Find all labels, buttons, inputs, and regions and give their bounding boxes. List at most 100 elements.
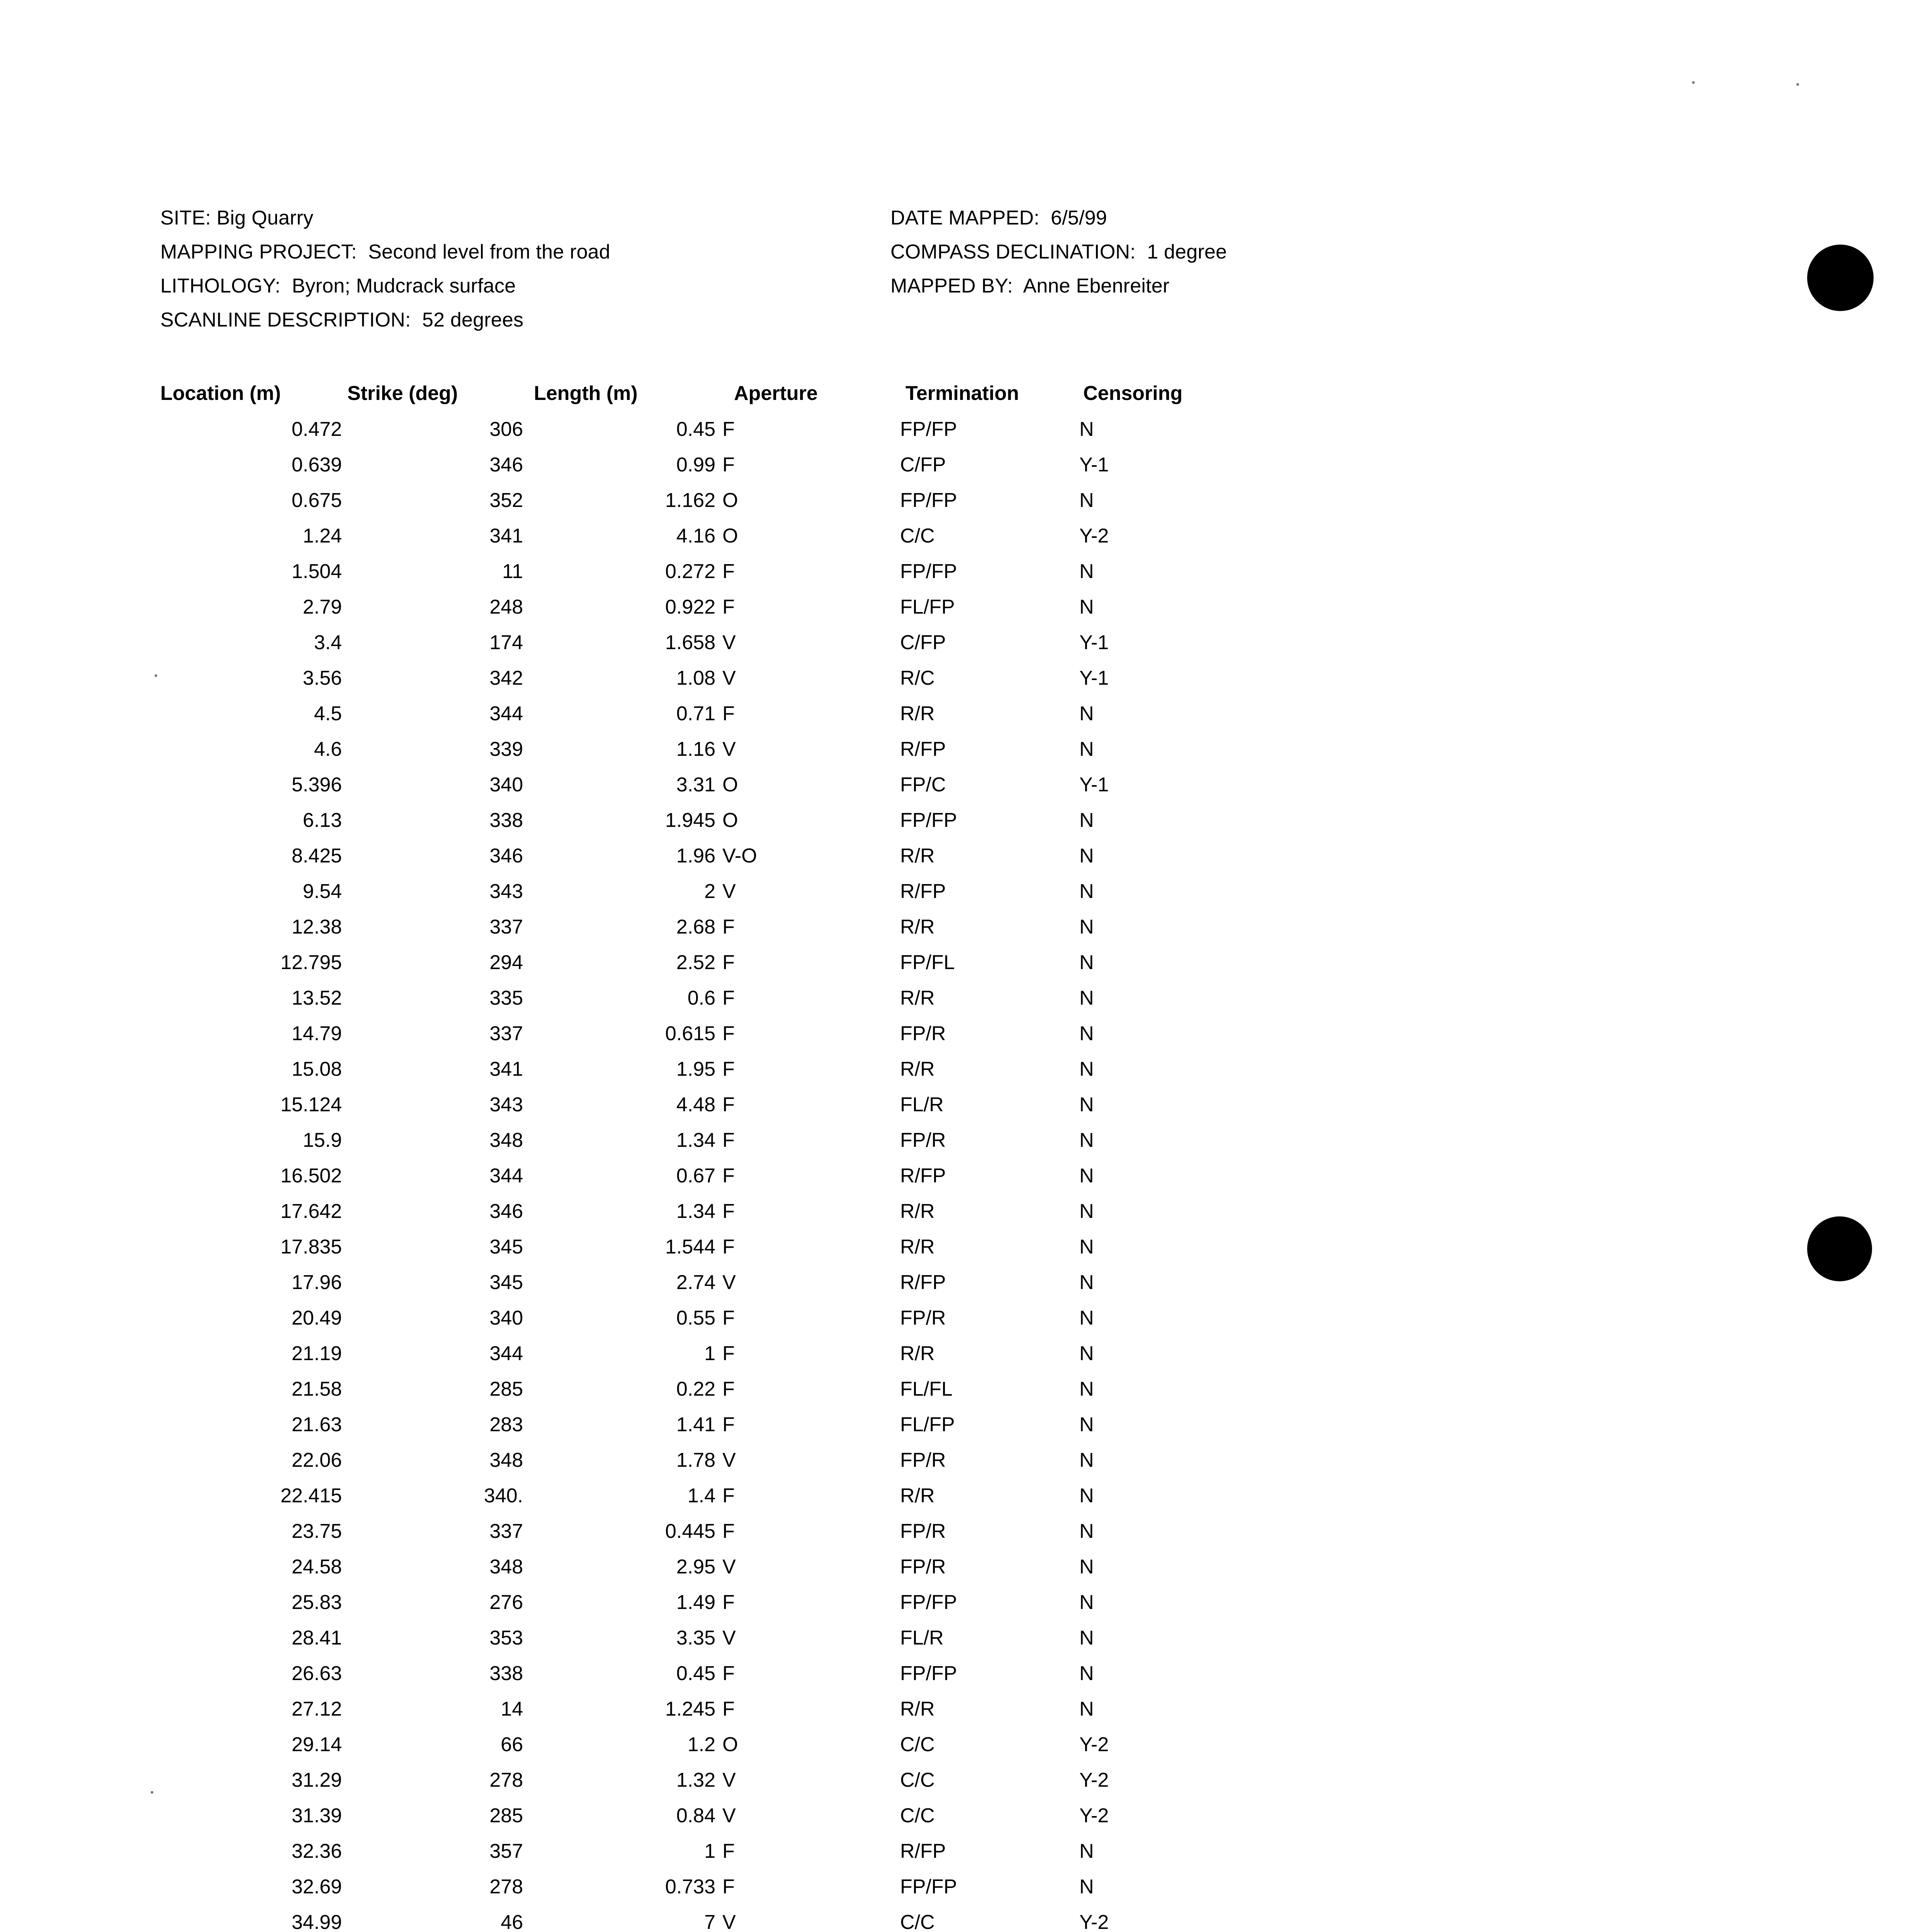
cell-termination: C/C bbox=[900, 1804, 935, 1827]
cell-censoring: N bbox=[1079, 596, 1094, 618]
cell-aperture: V bbox=[722, 667, 736, 689]
cell-aperture: F bbox=[722, 951, 735, 974]
cell-strike: 345 bbox=[489, 1271, 523, 1294]
cell-censoring: N bbox=[1079, 1307, 1094, 1329]
cell-strike: 339 bbox=[489, 738, 523, 760]
cell-termination: C/C bbox=[900, 1769, 935, 1791]
cell-termination: R/R bbox=[900, 1342, 935, 1365]
cell-length: 0.99 bbox=[676, 454, 715, 476]
table-row: 0.675 352 1.162 O FP/FP N bbox=[160, 483, 1238, 518]
cell-censoring: N bbox=[1079, 1556, 1094, 1578]
cell-strike: 14 bbox=[501, 1698, 523, 1720]
cell-termination: FP/C bbox=[900, 774, 946, 796]
cell-aperture: O bbox=[722, 525, 738, 547]
cell-strike: 357 bbox=[489, 1840, 523, 1862]
cell-aperture: V bbox=[722, 1769, 736, 1791]
table-row: 22.06 348 1.78 V FP/R N bbox=[160, 1442, 1238, 1478]
table-row: 15.124 343 4.48 F FL/R N bbox=[160, 1087, 1238, 1122]
cell-strike: 283 bbox=[489, 1413, 523, 1436]
cell-length: 2.95 bbox=[676, 1556, 715, 1578]
cell-termination: C/FP bbox=[900, 454, 946, 476]
table-row: 21.63 283 1.41 F FL/FP N bbox=[160, 1407, 1238, 1442]
cell-location: 6.13 bbox=[302, 809, 342, 832]
cell-aperture: V bbox=[722, 1911, 736, 1932]
cell-length: 3.31 bbox=[676, 774, 715, 796]
cell-location: 14.79 bbox=[291, 1022, 342, 1045]
cell-length: 4.16 bbox=[676, 525, 715, 547]
cell-length: 1.08 bbox=[676, 667, 715, 689]
cell-length: 1.32 bbox=[676, 1769, 715, 1791]
cell-termination: FP/R bbox=[900, 1307, 946, 1329]
cell-censoring: N bbox=[1079, 880, 1094, 903]
cell-strike: 278 bbox=[489, 1769, 523, 1791]
cell-termination: FP/R bbox=[900, 1556, 946, 1578]
cell-location: 15.9 bbox=[302, 1129, 342, 1151]
cell-location: 9.54 bbox=[302, 880, 342, 903]
cell-strike: 335 bbox=[489, 987, 523, 1009]
cell-length: 7 bbox=[704, 1911, 715, 1932]
cell-censoring: N bbox=[1079, 1165, 1094, 1187]
cell-strike: 345 bbox=[489, 1236, 523, 1258]
cell-aperture: F bbox=[722, 1165, 735, 1187]
table-row: 16.502 344 0.67 F R/FP N bbox=[160, 1158, 1238, 1194]
cell-aperture: F bbox=[722, 1698, 735, 1720]
cell-length: 0.22 bbox=[676, 1378, 715, 1400]
cell-strike: 285 bbox=[489, 1378, 523, 1400]
cell-strike: 306 bbox=[489, 418, 523, 440]
cell-termination: R/FP bbox=[900, 738, 946, 760]
cell-length: 1.945 bbox=[665, 809, 715, 832]
cell-aperture: F bbox=[722, 702, 735, 725]
cell-termination: FL/R bbox=[900, 1094, 944, 1116]
cell-location: 1.504 bbox=[291, 560, 342, 583]
cell-termination: C/C bbox=[900, 1911, 935, 1932]
cell-censoring: N bbox=[1079, 1271, 1094, 1294]
header-field-compass-declination-label: COMPASS DECLINATION: bbox=[890, 241, 1136, 263]
cell-length: 0.272 bbox=[665, 560, 715, 583]
header-field-date-mapped: DATE MAPPED: 6/5/99 bbox=[890, 201, 1470, 235]
table-row: 0.472 306 0.45 F FP/FP N bbox=[160, 412, 1238, 447]
cell-location: 2.79 bbox=[302, 596, 342, 618]
header-field-site: SITE: Big Quarry bbox=[160, 201, 890, 235]
cell-termination: R/FP bbox=[900, 1271, 946, 1294]
header-field-compass-declination: COMPASS DECLINATION: 1 degree bbox=[890, 235, 1470, 269]
cell-aperture: F bbox=[722, 1662, 735, 1685]
cell-aperture: F bbox=[722, 1200, 735, 1223]
cell-aperture: F bbox=[722, 1022, 735, 1045]
cell-location: 1.24 bbox=[302, 525, 342, 547]
cell-censoring: N bbox=[1079, 1058, 1094, 1080]
cell-strike: 294 bbox=[489, 951, 523, 974]
cell-termination: FL/FP bbox=[900, 1413, 955, 1436]
cell-length: 4.48 bbox=[676, 1094, 715, 1116]
cell-strike: 343 bbox=[489, 880, 523, 903]
table-row: 21.58 285 0.22 F FL/FL N bbox=[160, 1371, 1238, 1407]
cell-aperture: F bbox=[722, 987, 735, 1009]
table-row: 32.36 357 1 F R/FP N bbox=[160, 1833, 1238, 1869]
cell-length: 3.35 bbox=[676, 1627, 715, 1649]
cell-termination: FP/FP bbox=[900, 1591, 957, 1614]
cell-strike: 340 bbox=[489, 774, 523, 796]
header-field-lithology: LITHOLOGY: Byron; Mudcrack surface bbox=[160, 269, 890, 303]
table-row: 32.69 278 0.733 F FP/FP N bbox=[160, 1869, 1238, 1905]
cell-termination: R/R bbox=[900, 1058, 935, 1080]
table-row: 26.63 338 0.45 F FP/FP N bbox=[160, 1656, 1238, 1691]
cell-aperture: V bbox=[722, 880, 736, 903]
cell-termination: C/C bbox=[900, 525, 935, 547]
cell-aperture: O bbox=[722, 489, 738, 512]
table-row: 27.12 14 1.245 F R/R N bbox=[160, 1691, 1238, 1727]
cell-strike: 174 bbox=[489, 631, 523, 654]
cell-termination: R/R bbox=[900, 845, 935, 867]
cell-censoring: N bbox=[1079, 1342, 1094, 1365]
cell-termination: FP/R bbox=[900, 1449, 946, 1471]
cell-location: 21.19 bbox=[291, 1342, 342, 1365]
cell-strike: 66 bbox=[501, 1733, 523, 1756]
table-row: 2.79 248 0.922 F FL/FP N bbox=[160, 589, 1238, 625]
header-field-scanline-description: SCANLINE DESCRIPTION: 52 degrees bbox=[160, 303, 890, 337]
cell-length: 1.34 bbox=[676, 1200, 715, 1223]
cell-aperture: F bbox=[722, 596, 735, 618]
cell-length: 0.445 bbox=[665, 1520, 715, 1543]
cell-termination: FP/R bbox=[900, 1520, 946, 1543]
cell-termination: FP/R bbox=[900, 1129, 946, 1151]
table-header-row-group: Location (m) Strike (deg) Length (m) Ape… bbox=[160, 377, 1238, 412]
cell-length: 2 bbox=[704, 880, 715, 903]
cell-aperture: F bbox=[722, 1094, 735, 1116]
